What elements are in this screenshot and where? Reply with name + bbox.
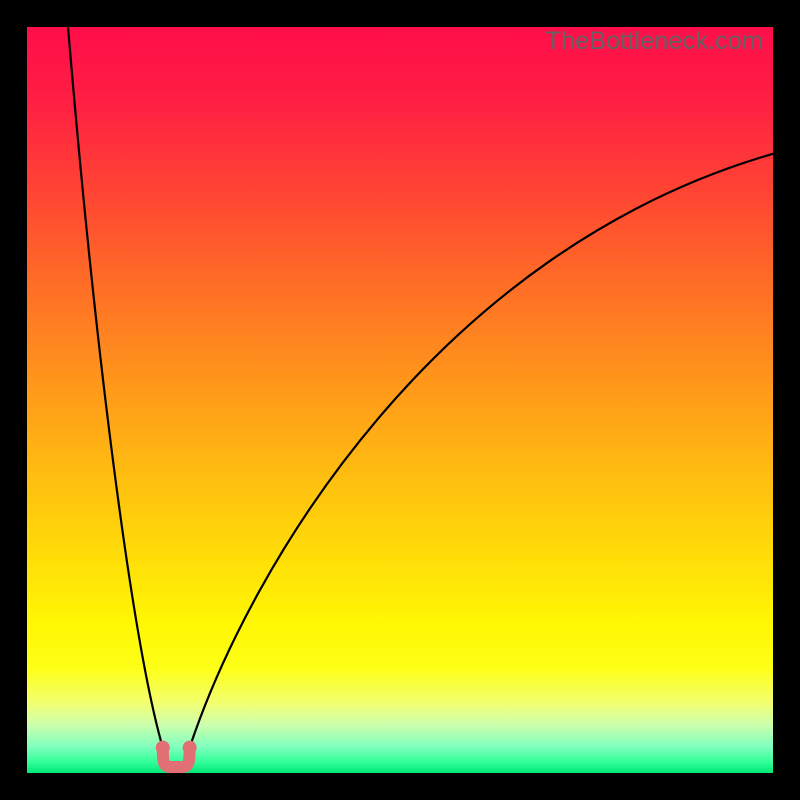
chart-svg [27,27,773,773]
gradient-background [27,27,773,773]
watermark-text: TheBottleneck.com [546,27,763,56]
plot-area [27,27,773,773]
chart-frame: TheBottleneck.com [0,0,800,800]
u-highlight-end-right [183,741,197,755]
u-highlight-end-left [156,741,170,755]
